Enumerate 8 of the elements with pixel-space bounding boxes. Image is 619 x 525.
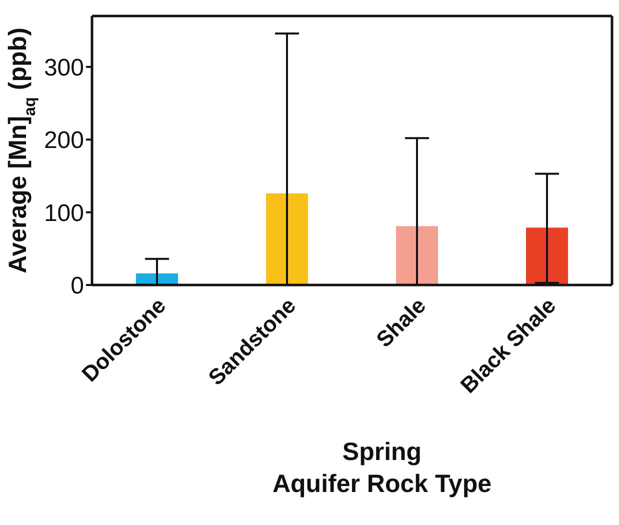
y-tick-label: 300 [44, 54, 84, 82]
bar [526, 228, 568, 285]
y-tick-label: 200 [44, 127, 84, 154]
x-axis-title: Spring Aquifer Rock Type [272, 438, 492, 498]
y-tick-label: 0 [70, 272, 84, 300]
bar [396, 226, 438, 285]
bar [266, 193, 308, 285]
y-tick-label: 100 [44, 200, 84, 227]
